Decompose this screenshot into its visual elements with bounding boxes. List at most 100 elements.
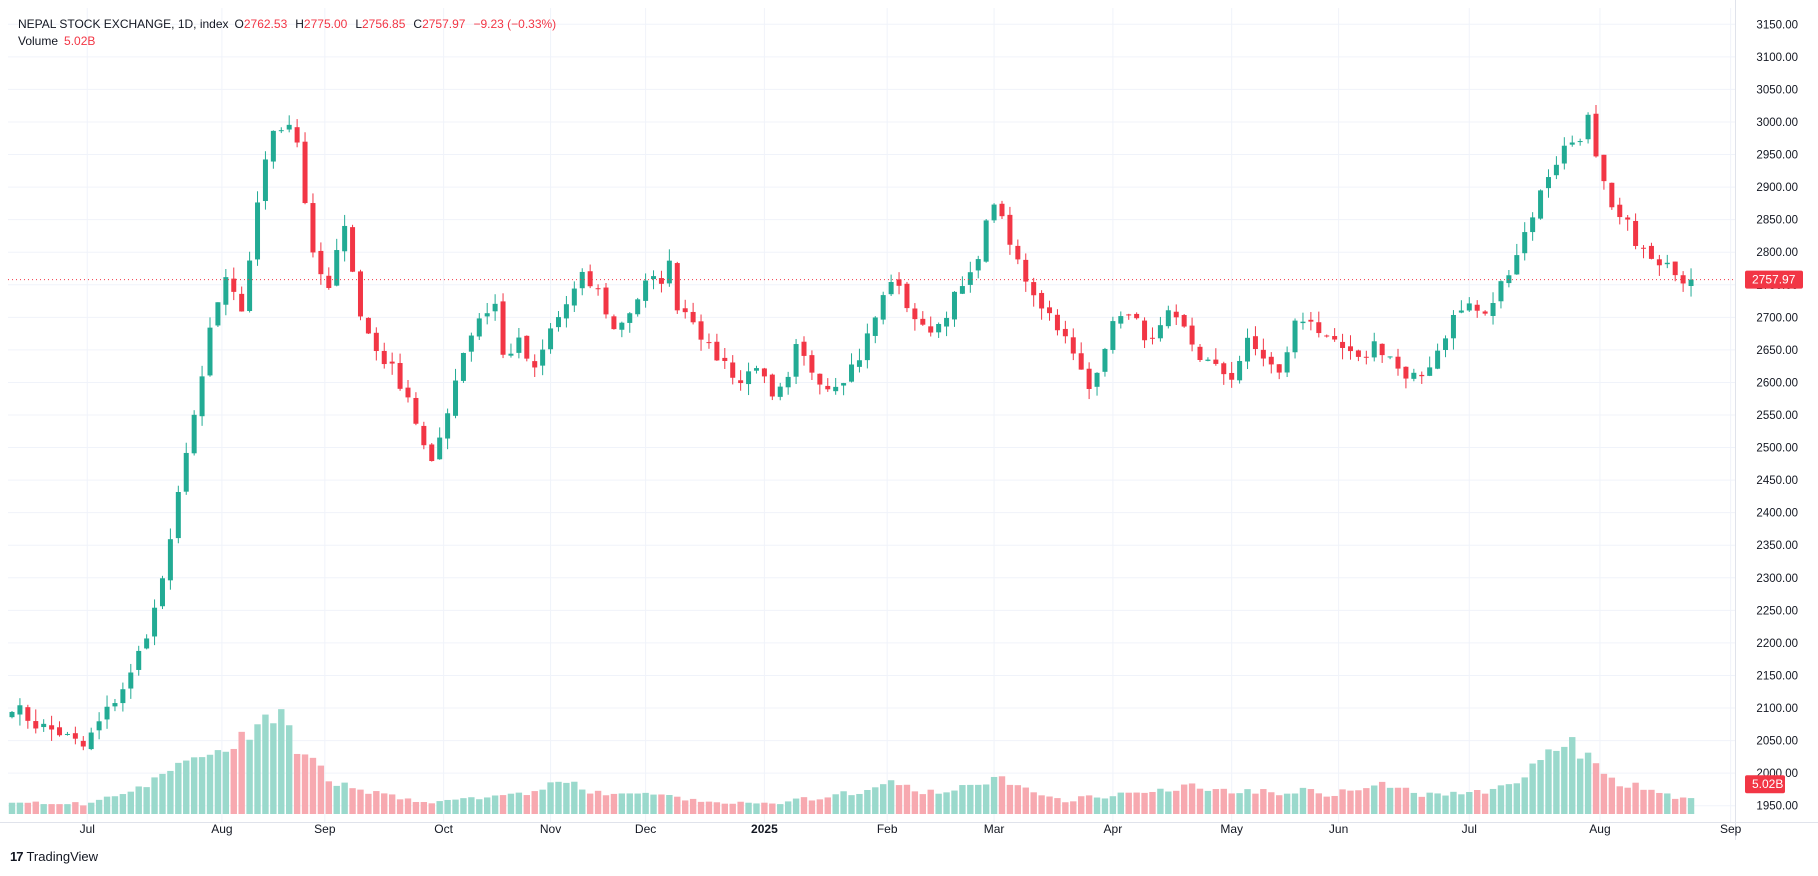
volume-bar	[531, 791, 538, 814]
volume-bar	[214, 750, 222, 814]
symbol-label[interactable]: NEPAL STOCK EXCHANGE, 1D, index	[18, 17, 229, 31]
volume-bar	[206, 754, 214, 814]
candle-body	[1047, 307, 1053, 314]
volume-bar	[1426, 792, 1433, 814]
candle-body	[1617, 204, 1623, 218]
candle-body	[532, 361, 538, 368]
candle-body	[1427, 367, 1433, 376]
volume-bar	[1355, 790, 1362, 814]
candle-body	[453, 380, 459, 416]
time-tick-label: Aug	[211, 822, 232, 836]
candle-body	[365, 317, 371, 334]
volume-bar	[491, 795, 499, 814]
tradingview-logo-icon: 17	[10, 849, 24, 864]
price-tick-label: 2800.00	[1756, 247, 1798, 259]
candle-body	[1229, 372, 1235, 380]
candle-body	[468, 335, 474, 352]
candle-body	[1039, 292, 1045, 309]
volume-bar	[507, 793, 515, 814]
candle-body	[1197, 346, 1203, 360]
volume-bar	[175, 762, 182, 814]
volume-bar	[1497, 785, 1505, 814]
tradingview-branding[interactable]: 17 TradingView	[10, 849, 98, 864]
volume-bar	[1600, 773, 1608, 814]
time-axis[interactable]: Jul Aug Sep Oct Nov Dec 2025 Feb Mar Apr May Jun Jul…	[80, 822, 1742, 836]
price-tick-label: 2400.00	[1756, 508, 1798, 520]
volume-bar	[990, 776, 998, 814]
candle-body	[239, 293, 245, 312]
candle-body	[809, 355, 815, 373]
volume-bar	[1529, 763, 1536, 814]
volume-bar	[412, 801, 420, 814]
volume-bar	[293, 753, 301, 814]
volume-bar	[602, 795, 610, 814]
volume-bar	[808, 800, 816, 814]
candle-body	[33, 721, 39, 729]
volume-bar	[1188, 783, 1196, 814]
candle-body	[1340, 341, 1346, 348]
candle-body	[920, 318, 926, 325]
candle-body	[1450, 314, 1456, 339]
volume-bar	[1616, 786, 1623, 814]
candle-body	[500, 301, 506, 355]
candle-body	[350, 227, 356, 272]
volume-bar	[1672, 798, 1679, 814]
candle-body	[944, 317, 950, 327]
candle-body	[460, 352, 466, 381]
volume-bar	[1157, 788, 1164, 814]
candle-body	[516, 337, 522, 353]
high-key: H	[295, 17, 304, 31]
candle-body	[1102, 348, 1108, 372]
candle-body	[627, 313, 633, 323]
volume-bar	[111, 796, 119, 814]
volume-bar	[151, 777, 158, 814]
volume-bar	[1006, 784, 1014, 814]
volume-bar	[959, 785, 966, 814]
last-price-tag: 2757.97	[1745, 270, 1803, 289]
candle-body	[904, 283, 910, 309]
candle-body	[310, 203, 316, 253]
volume-bar	[935, 793, 942, 814]
volume-bar	[381, 793, 388, 814]
candle-body	[587, 271, 593, 287]
price-tick-label: 2900.00	[1756, 182, 1798, 194]
candle-body	[1371, 341, 1377, 358]
price-tick-label: 2350.00	[1756, 540, 1798, 552]
volume-bar	[539, 789, 546, 814]
candle-body	[49, 725, 55, 730]
volume-bars	[8, 709, 1695, 814]
volume-bar	[903, 784, 911, 814]
candle-body	[1181, 315, 1187, 327]
candle-body	[1332, 336, 1338, 340]
candle-body	[1411, 372, 1417, 379]
time-tick-label: Mar	[984, 822, 1005, 836]
volume-bar	[222, 751, 230, 814]
volume-bar	[1212, 789, 1220, 814]
candle-body	[746, 371, 752, 385]
candle-body	[1498, 281, 1504, 302]
candle-body	[817, 373, 823, 385]
candle-body	[1609, 182, 1615, 208]
candle-body	[690, 311, 696, 323]
volume-key[interactable]: Volume	[18, 34, 59, 48]
open-key: O	[234, 17, 244, 31]
candle-body	[1633, 220, 1639, 246]
volume-bar	[784, 801, 792, 814]
candle-body	[1157, 325, 1163, 339]
candle-body	[1522, 232, 1528, 254]
volume-bar	[183, 760, 190, 814]
candle-body	[1126, 314, 1132, 316]
volume-bar	[1133, 792, 1140, 814]
volume-bar	[468, 797, 475, 814]
price-tick-label: 2700.00	[1756, 312, 1798, 324]
candle-body	[769, 374, 775, 397]
price-tick-label: 3000.00	[1756, 117, 1798, 129]
volume-bar	[1070, 801, 1077, 814]
volume-bar	[484, 797, 491, 814]
candle-body	[1474, 304, 1480, 311]
volume-bar	[270, 723, 277, 814]
candle-body	[1118, 316, 1124, 324]
candle-body	[199, 376, 205, 417]
candle-body	[1031, 282, 1037, 296]
